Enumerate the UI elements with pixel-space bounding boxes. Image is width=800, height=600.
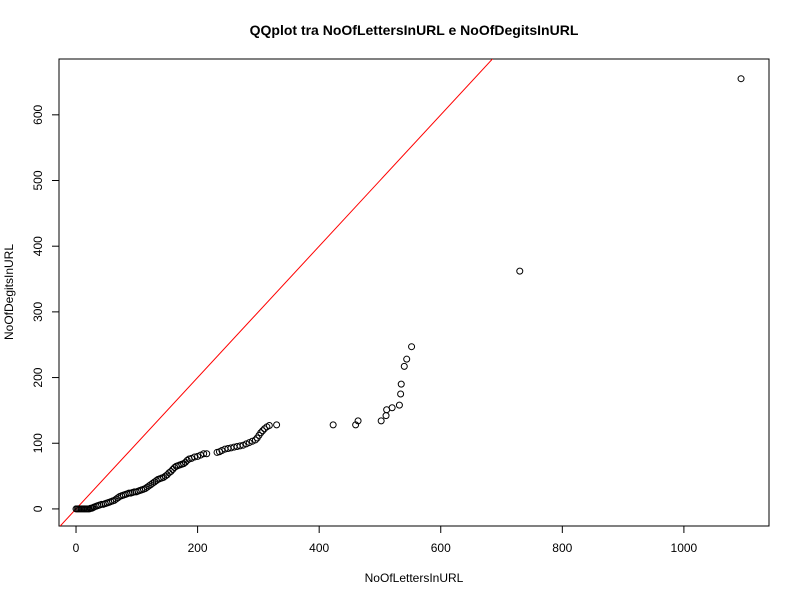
data-point: [737, 75, 745, 83]
x-tick-label: 1000: [671, 541, 698, 555]
data-point: [400, 362, 408, 370]
data-point: [395, 401, 403, 409]
y-tick-label: 400: [31, 236, 45, 256]
y-axis-label: NoOfDegitsInURL: [2, 244, 16, 340]
y-tick-label: 300: [31, 302, 45, 322]
data-point: [377, 417, 385, 425]
data-point: [236, 442, 244, 450]
data-point: [273, 421, 281, 429]
data-point: [152, 477, 160, 485]
y-tick-label: 600: [31, 104, 45, 124]
data-point: [200, 450, 208, 458]
data-point: [167, 467, 175, 475]
y-tick-label: 0: [31, 505, 45, 512]
x-axis: 0 200 400 600 800 1000: [73, 525, 698, 555]
y-axis: 0 100 200 300 400 500 600: [31, 104, 60, 512]
data-point: [382, 412, 390, 420]
y-tick-label: 100: [31, 433, 45, 453]
x-tick-label: 600: [431, 541, 451, 555]
x-tick-label: 200: [188, 541, 208, 555]
data-point: [183, 456, 191, 464]
data-point: [170, 464, 178, 472]
plot-frame: [58, 58, 770, 527]
data-point: [403, 355, 411, 363]
chart-title: QQplot tra NoOfLettersInURL e NoOfDegits…: [250, 22, 579, 38]
data-point: [354, 417, 362, 425]
data-point: [203, 450, 211, 458]
x-tick-label: 800: [552, 541, 572, 555]
data-point: [114, 494, 122, 502]
y-tick-label: 500: [31, 170, 45, 190]
x-tick-label: 0: [73, 541, 80, 555]
data-point: [251, 436, 259, 444]
data-point: [397, 390, 405, 398]
x-tick-label: 400: [309, 541, 329, 555]
data-point: [329, 421, 337, 429]
data-point: [257, 429, 265, 437]
data-point: [265, 422, 273, 430]
reference-line: [59, 59, 494, 526]
data-point: [259, 427, 267, 435]
data-point: [397, 380, 405, 388]
data-point: [191, 453, 199, 461]
data-point: [388, 404, 396, 412]
data-point: [516, 267, 524, 275]
data-point: [408, 343, 416, 351]
y-tick-label: 200: [31, 367, 45, 387]
x-axis-label: NoOfLettersInURL: [365, 571, 464, 585]
